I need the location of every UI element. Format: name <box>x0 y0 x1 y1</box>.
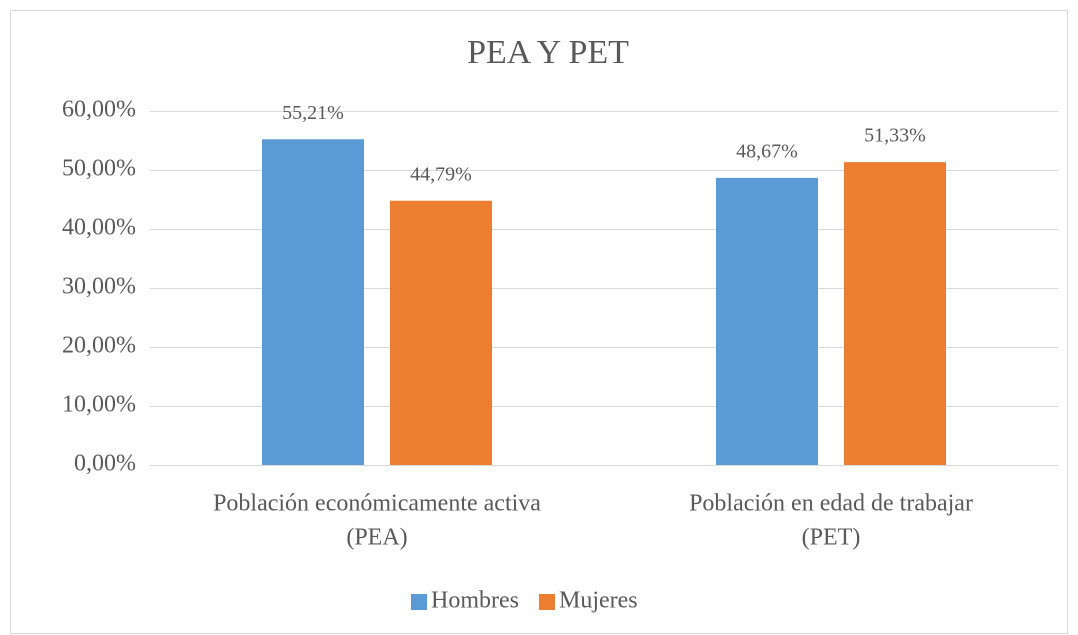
x-tick-label: (PET) <box>802 525 861 551</box>
x-tick-label: Población en edad de trabajar <box>689 491 973 517</box>
y-tick-label: 60,00% <box>62 97 136 123</box>
bar <box>390 200 492 465</box>
data-label: 55,21% <box>282 102 344 124</box>
chart-title: PEA Y PET <box>467 34 629 71</box>
x-tick-label: Población económicamente activa <box>213 491 541 517</box>
legend-label: Mujeres <box>559 588 638 614</box>
y-tick-label: 40,00% <box>62 215 136 241</box>
y-tick-label: 0,00% <box>74 451 136 477</box>
bar <box>262 139 364 466</box>
data-label: 48,67% <box>736 140 798 162</box>
bar <box>716 177 818 466</box>
y-tick-label: 10,00% <box>62 392 136 418</box>
legend-label: Hombres <box>431 588 519 614</box>
y-tick-label: 30,00% <box>62 274 136 300</box>
data-label: 44,79% <box>410 163 472 185</box>
y-tick-label: 50,00% <box>62 156 136 182</box>
x-tick-label: (PEA) <box>346 525 407 551</box>
legend-swatch <box>538 594 555 610</box>
legend-swatch <box>411 594 427 610</box>
y-tick-label: 20,00% <box>62 333 136 359</box>
data-label: 51,33% <box>864 125 926 147</box>
bar <box>844 162 946 465</box>
